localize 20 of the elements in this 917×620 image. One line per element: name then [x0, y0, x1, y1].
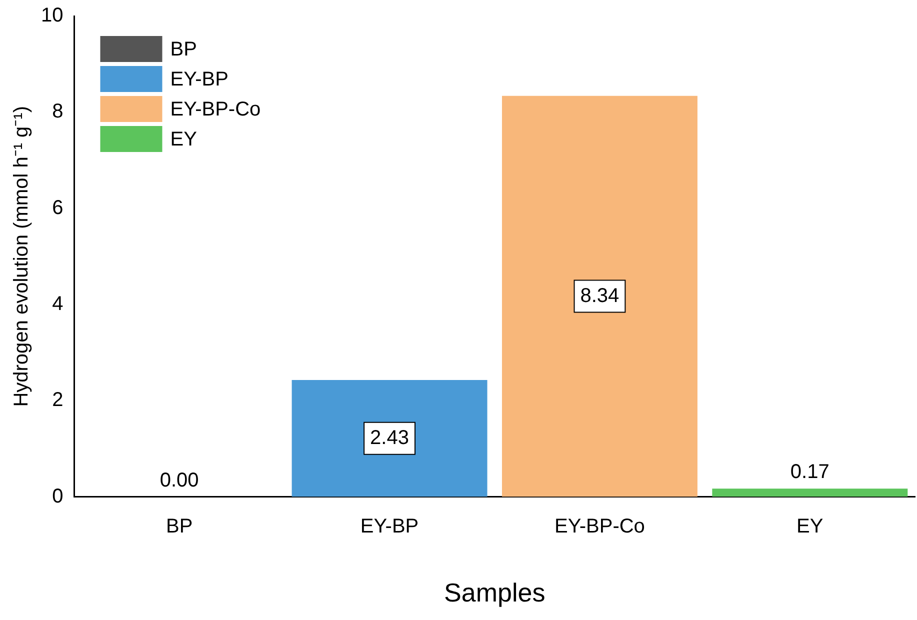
- y-tick-label: 10: [40, 4, 64, 27]
- y-tick-label: 0: [52, 485, 64, 508]
- legend-label: BP: [170, 38, 197, 61]
- data-label: 8.34: [580, 284, 620, 307]
- legend-label: EY-BP: [170, 68, 228, 91]
- x-tick-label: EY: [796, 515, 824, 538]
- x-tick-label: BP: [166, 515, 193, 538]
- x-axis-title: Samples: [444, 578, 546, 608]
- x-tick-label: EY-BP: [360, 515, 419, 538]
- data-label: 2.43: [370, 426, 409, 449]
- y-axis-title: Hydrogen evolution (mmol h⁻¹ g⁻¹): [10, 106, 33, 407]
- data-label: 0.17: [790, 461, 830, 484]
- y-tick-label: 6: [52, 196, 64, 219]
- legend-label: EY: [170, 128, 197, 151]
- data-label: 0.00: [160, 469, 199, 492]
- y-tick-label: 4: [52, 292, 64, 315]
- y-tick-label: 2: [52, 389, 64, 412]
- x-tick-label: EY-BP-Co: [554, 515, 645, 538]
- y-tick-label: 8: [52, 100, 64, 123]
- legend-label: EY-BP-Co: [170, 98, 261, 121]
